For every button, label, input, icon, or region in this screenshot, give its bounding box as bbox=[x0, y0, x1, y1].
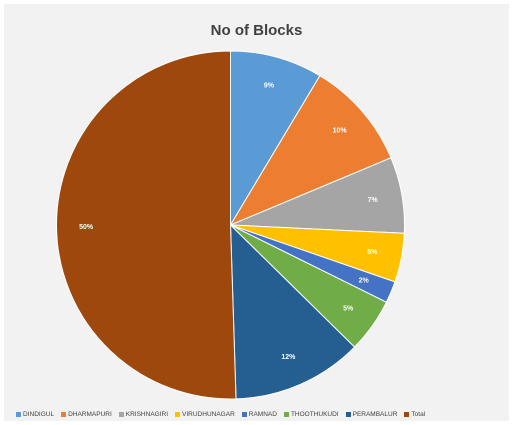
legend: DINDIGUL DHARMAPURI KRISHNAGIRI VIRUDHUNAGA… bbox=[16, 408, 501, 420]
legend-item-perambalur: PERAMBALUR bbox=[345, 410, 398, 418]
legend-label: DHARMAPURI bbox=[68, 410, 112, 418]
legend-label: THOOTHUKUDI bbox=[290, 410, 339, 418]
data-label-dharmapuri: 10% bbox=[333, 127, 348, 134]
legend-swatch bbox=[16, 411, 21, 417]
legend-item-dharmapuri: DHARMAPURI bbox=[61, 411, 112, 418]
legend-label: DINDIGUL bbox=[23, 410, 55, 418]
legend-item-krishnagiri: KRISHNAGIRI bbox=[118, 410, 169, 418]
legend-item-thoothukudi: THOOTHUKUDI bbox=[283, 410, 339, 418]
chart-title: No of Blocks bbox=[210, 22, 303, 39]
legend-swatch bbox=[61, 411, 67, 417]
legend-swatch bbox=[345, 411, 351, 417]
legend-item-total: Total bbox=[404, 411, 425, 418]
pie-slice-dharmapuri bbox=[229, 75, 392, 227]
data-label-krishnagiri: 7% bbox=[368, 197, 379, 204]
pie-slices bbox=[56, 50, 405, 400]
chart-area: No of Blocks 9% 10% 7% 5% 2% 5% 12% 50% DINDIGU… bbox=[4, 4, 509, 421]
legend-swatch bbox=[241, 411, 247, 417]
legend-label: PERAMBALUR bbox=[352, 410, 398, 418]
legend-label: RAMNAD bbox=[248, 410, 277, 418]
pie-chart: 9% 10% 7% 5% 2% 5% 12% 50% bbox=[56, 50, 405, 400]
legend-swatch bbox=[175, 411, 181, 417]
data-label-virudhunagar: 5% bbox=[367, 249, 378, 256]
legend-swatch bbox=[283, 411, 289, 417]
data-label-dindigul: 9% bbox=[264, 83, 275, 90]
data-label-ramnad: 2% bbox=[359, 278, 370, 285]
legend-item-dindigul: DINDIGUL bbox=[16, 411, 54, 418]
legend-label: Total bbox=[411, 410, 426, 418]
pie-slice-perambalur bbox=[229, 223, 356, 400]
data-label-total: 50% bbox=[79, 224, 94, 231]
pie-data-labels: 9% 10% 7% 5% 2% 5% 12% 50% bbox=[79, 83, 378, 362]
pie-slice-total bbox=[56, 50, 237, 400]
pie-slice-dindigul bbox=[230, 50, 321, 227]
legend-swatch bbox=[404, 411, 410, 417]
legend-swatch bbox=[118, 411, 124, 417]
legend-label: KRISHNAGIRI bbox=[125, 410, 169, 418]
legend-item-ramnad: RAMNAD bbox=[241, 410, 277, 418]
data-label-thoothukudi: 5% bbox=[343, 306, 354, 313]
legend-item-virudhunagar: VIRUDHUNAGAR bbox=[175, 411, 235, 418]
legend-label: VIRUDHUNAGAR bbox=[182, 410, 235, 418]
data-label-perambalur: 12% bbox=[281, 354, 296, 361]
